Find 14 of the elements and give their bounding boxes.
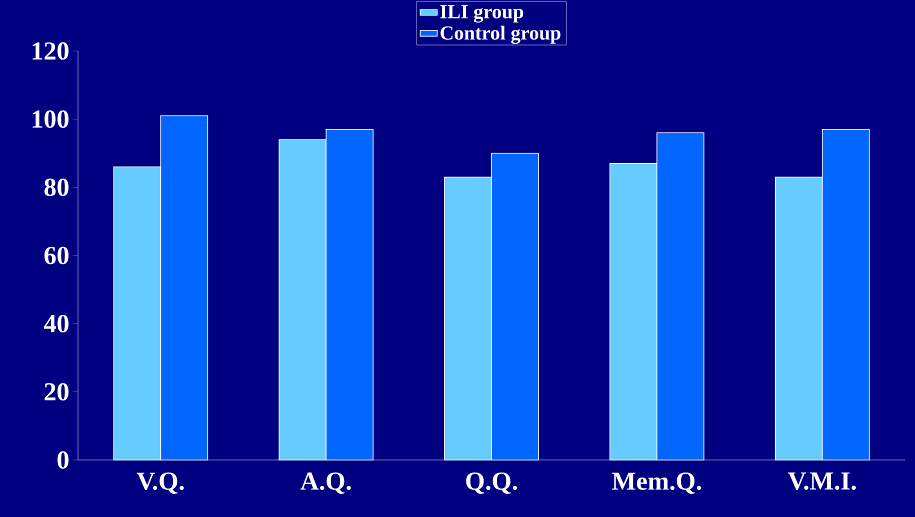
y-tick-label: 100 [32,110,69,128]
x-tick-label: Q.Q. [466,472,518,494]
x-tick-label: V.M.I. [788,472,856,490]
legend-label: ILI group [440,5,524,23]
x-tick-label: Mem.Q. [612,472,702,494]
x-tick-label: A.Q. [300,472,351,494]
y-tick-label: 120 [32,42,69,60]
legend-label: Control group [440,26,560,44]
y-tick-label: 0 [58,451,69,469]
y-tick-label: 40 [44,314,69,332]
x-tick-label: V.Q. [136,472,184,494]
y-tick-label: 20 [44,383,69,401]
y-tick-label: 60 [44,246,69,264]
y-tick-label: 80 [44,178,69,196]
